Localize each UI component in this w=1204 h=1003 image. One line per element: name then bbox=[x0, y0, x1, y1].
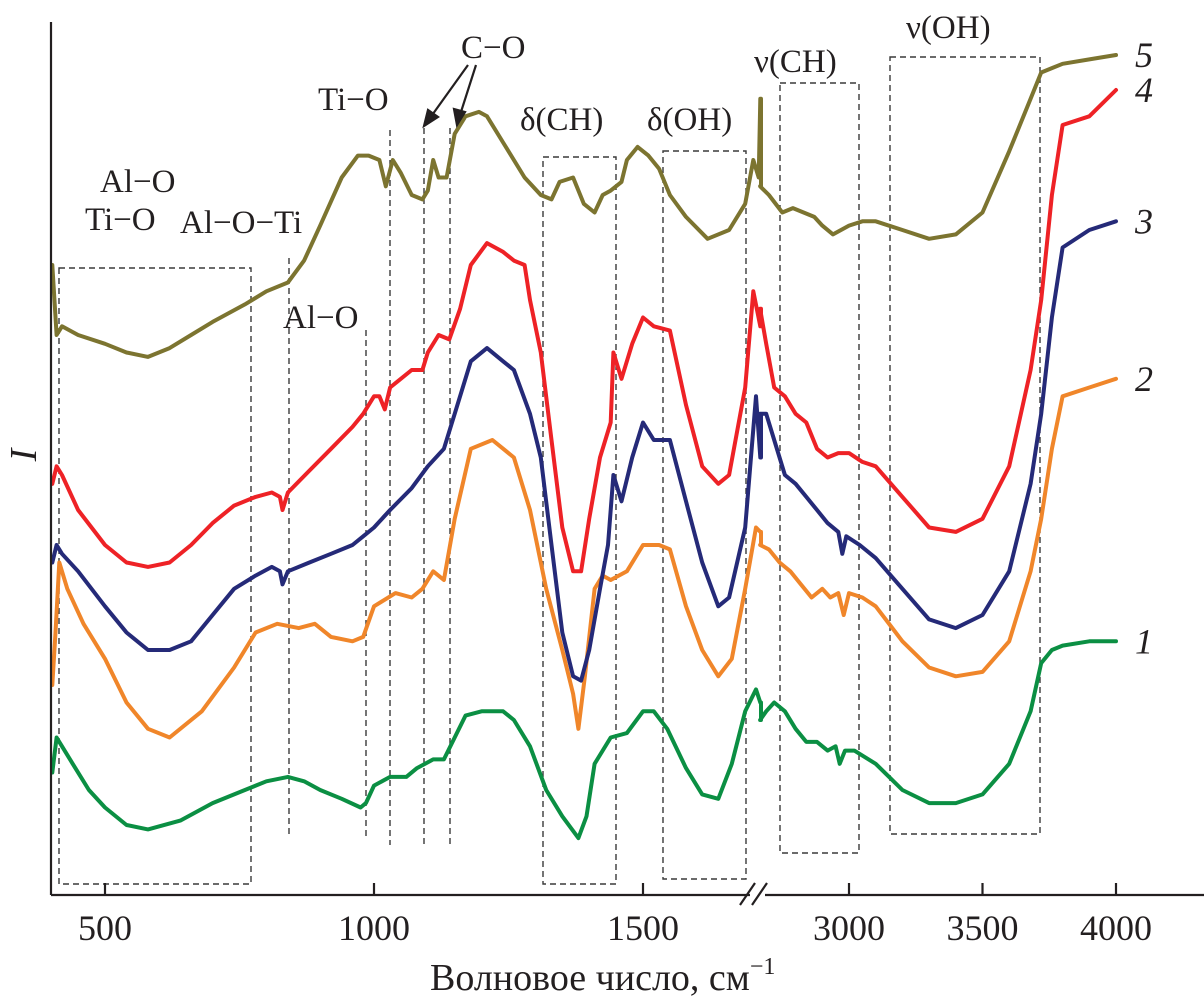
x-tick-label: 500 bbox=[78, 908, 132, 948]
annotation-al-o-top: Al−O bbox=[100, 164, 175, 200]
box-nu-oh bbox=[889, 56, 1041, 835]
spectrum-curve-2 bbox=[50, 376, 1118, 740]
spectrum-curve-1 bbox=[50, 639, 1118, 841]
annotation-al-o-ti: Al−O−Ti bbox=[180, 205, 302, 241]
x-tick-label: 1500 bbox=[607, 908, 679, 948]
x-tick-label: 1000 bbox=[338, 908, 410, 948]
box-delta-oh bbox=[662, 150, 747, 880]
c-o-arrows bbox=[422, 64, 478, 129]
spectrum-curve-5 bbox=[50, 53, 1118, 359]
curve-label-5: 5 bbox=[1135, 35, 1153, 75]
curve-label-4: 4 bbox=[1135, 70, 1153, 110]
box-al-o-ti-o bbox=[58, 267, 252, 885]
curve-labels: 1 2 3 45 bbox=[1134, 35, 1153, 661]
spectrum-curve-4 bbox=[50, 88, 1118, 574]
arrow-c-o-2 bbox=[458, 64, 478, 116]
annotation-nu-oh: ν(OH) bbox=[906, 10, 991, 46]
curve-label-2: 2 bbox=[1135, 359, 1153, 399]
annotation-c-o: C−O bbox=[461, 30, 525, 66]
axis-break-mark-2 bbox=[751, 882, 768, 906]
arrow-c-o-1 bbox=[429, 64, 469, 119]
annotation-nu-ch: ν(CH) bbox=[754, 44, 837, 80]
curve-label-3: 3 bbox=[1134, 201, 1153, 241]
spectra-curves bbox=[50, 53, 1118, 841]
x-tick-label: 3500 bbox=[947, 908, 1019, 948]
x-axis-title: Волновое число, см−1 bbox=[430, 954, 775, 999]
box-delta-ch bbox=[542, 156, 617, 885]
annotation-delta-oh: δ(OH) bbox=[647, 102, 732, 138]
annotation-guides bbox=[58, 56, 1041, 885]
x-tick-label: 4000 bbox=[1080, 908, 1152, 948]
arrow-head-c-o-2 bbox=[452, 107, 467, 129]
annotation-al-o-mid: Al−O bbox=[283, 300, 358, 336]
x-tick-label: 3000 bbox=[813, 908, 885, 948]
curve-label-1: 1 bbox=[1135, 621, 1153, 661]
annotation-delta-ch: δ(CH) bbox=[520, 102, 603, 138]
axis-break-mark-1 bbox=[739, 882, 756, 906]
arrow-head-c-o-1 bbox=[422, 108, 440, 129]
y-axis-title: I bbox=[3, 446, 45, 462]
annotation-ti-o-left: Ti−O bbox=[85, 202, 156, 238]
spectrum-curve-3 bbox=[50, 219, 1118, 683]
annotation-ti-o-top: Ti−O bbox=[318, 82, 389, 118]
box-nu-ch bbox=[779, 82, 860, 854]
x-ticks: 500 1000 1500 3000 3500 4000 bbox=[78, 883, 1152, 948]
